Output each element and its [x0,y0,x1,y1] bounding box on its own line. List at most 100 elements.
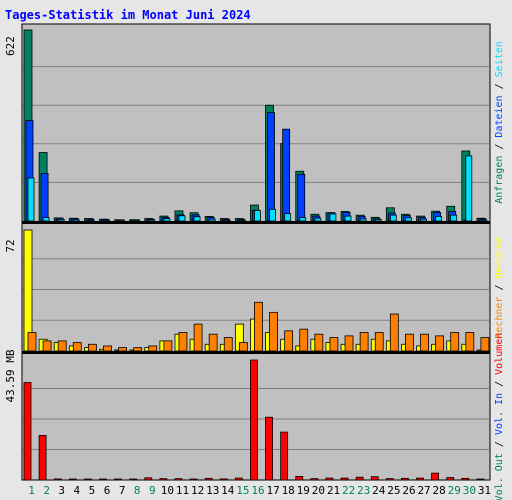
series-label-part: Vol. In [494,393,505,435]
bar-seiten-day-20 [314,217,322,222]
bar-volumen-day-21 [325,477,334,481]
bar-volumen-day-13 [204,477,213,481]
label-separator: / [494,435,505,453]
bar-volumen-day-20 [310,478,319,481]
bar-rechner-day-5 [87,343,97,352]
series-label-part: Volumen [494,333,505,375]
x-tick-label-day-27: 27 [417,484,430,497]
bar-volumen-day-26 [401,477,409,481]
x-tick-label-day-12: 12 [191,484,204,497]
bar-seiten-day-21 [329,213,337,222]
x-tick-label-day-15: 15 [236,484,249,497]
panel-visits: 72 Rechner / Besuche [4,221,505,352]
bar-dateien-day-17 [267,112,275,222]
series-label-part: Besuche [494,236,505,278]
bar-volumen-day-29 [446,477,455,481]
bar-seiten-day-26 [405,217,412,222]
bar-seiten-day-27 [420,218,427,222]
bar-volumen-day-1 [23,382,32,481]
y-max-label: 43.59 MB [4,349,17,402]
bar-seiten-day-29 [450,214,458,222]
bar-volumen-day-6 [99,478,107,481]
bar-volumen-day-12 [189,478,198,481]
x-tick-label-day-21: 21 [327,484,340,497]
x-tick-label-day-13: 13 [206,484,219,497]
x-tick-label-day-23: 23 [357,484,370,497]
bar-rechner-day-10 [163,340,173,352]
x-tick-label-day-28: 28 [433,484,446,497]
bar-seiten-day-13 [208,218,216,222]
x-tick-label-day-14: 14 [221,484,235,497]
x-tick-label-day-26: 26 [402,484,415,497]
bar-dateien-day-2 [40,173,49,222]
panel-volume: 43.59 MB Vol. Out / Vol. In / Volumen [4,333,505,500]
x-tick-label-day-16: 16 [251,484,264,497]
bar-seiten-day-19 [299,217,307,222]
series-label-part: Dateien [494,95,505,137]
x-tick-label-day-25: 25 [387,484,400,497]
bar-volumen-day-9 [144,477,153,481]
bar-rechner-day-8 [133,347,143,352]
bar-seiten-day-15 [238,219,246,222]
bar-seiten-day-25 [389,214,397,222]
bar-seiten-day-4 [72,219,80,222]
bar-rechner-day-4 [72,342,82,352]
bar-volumen-day-15 [234,477,243,481]
series-label-part: Vol. Out [494,453,505,500]
bar-seiten-day-16 [254,210,261,222]
x-tick-label-day-22: 22 [342,484,355,497]
bar-rechner-day-23 [359,332,369,352]
bar-seiten-day-24 [374,219,382,222]
bar-rechner-day-22 [344,335,354,352]
bar-rechner-day-20 [314,333,324,352]
bar-seiten-day-17 [269,208,276,222]
bar-rechner-day-28 [435,335,445,352]
x-tick-label-day-24: 24 [372,484,386,497]
bar-volumen-day-8 [129,478,138,481]
bar-rechner-day-1 [27,332,37,352]
x-tick-label-day-10: 10 [161,484,174,497]
panel-separator [22,351,490,354]
bar-rechner-day-15 [238,342,248,352]
bar-seiten-day-18 [284,213,292,222]
label-separator: / [494,375,505,393]
bar-seiten-day-31 [480,219,488,222]
bar-volumen-day-2 [38,435,47,481]
y-max-label: 622 [4,36,17,56]
bar-volumen-day-10 [159,478,168,481]
bar-rechner-day-2 [42,340,52,352]
bar-volumen-day-4 [68,478,77,481]
x-tick-label-day-4: 4 [74,484,81,497]
bar-rechner-day-12 [193,323,203,352]
bar-volumen-day-14 [219,478,228,481]
x-tick-label-day-11: 11 [176,484,189,497]
bar-seiten-day-5 [87,219,95,222]
bar-rechner-day-3 [57,340,67,352]
x-tick-label-day-6: 6 [104,484,111,497]
bar-seiten-day-2 [42,217,50,222]
bar-rechner-day-9 [148,345,158,352]
x-tick-label-day-29: 29 [448,484,461,497]
series-label-part: Rechner [494,297,505,339]
bar-rechner-day-26 [405,333,414,352]
bar-volumen-day-7 [114,478,122,481]
bar-seiten-day-12 [193,216,201,222]
series-label: Vol. Out / Vol. In / Volumen [494,333,505,500]
bar-rechner-day-16 [254,301,263,352]
bar-volumen-day-11 [174,478,183,481]
bar-volumen-day-18 [280,431,289,481]
bar-rechner-day-31 [480,337,490,352]
x-tick-label-day-17: 17 [266,484,279,497]
bar-rechner-day-29 [450,332,460,352]
bar-seiten-day-30 [465,155,473,222]
series-label-part: Seiten [494,41,505,77]
chart-title: Tages-Statistik im Monat Juni 2024 [5,8,251,22]
x-tick-label-day-30: 30 [463,484,476,497]
bar-volumen-day-16 [250,359,258,481]
bar-volumen-day-30 [461,477,470,481]
series-label-part: Anfragen [494,156,505,204]
x-tick-label-day-20: 20 [312,484,325,497]
bar-volumen-day-25 [385,478,394,481]
label-separator: / [494,278,505,296]
